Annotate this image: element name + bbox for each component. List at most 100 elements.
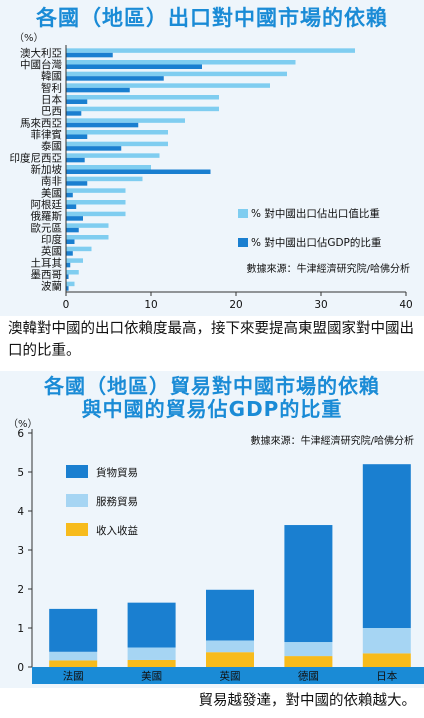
chart2-category-label: 德國 xyxy=(298,670,319,683)
chart1-bar-gdp-share xyxy=(66,111,82,116)
chart1-bar-gdp-share xyxy=(66,99,88,104)
chart2-bar-segment xyxy=(206,640,254,653)
chart2-y-tick-label: 1 xyxy=(17,623,24,635)
chart1-bar-gdp-share xyxy=(66,169,211,174)
chart1-bar-gdp-share xyxy=(66,286,69,291)
chart2-legend-swatch xyxy=(66,494,88,507)
chart1-category-label: 韓國 xyxy=(41,71,62,83)
chart1-category-label: 巴西 xyxy=(41,106,62,118)
chart2-legend-label: 收入收益 xyxy=(96,524,138,537)
chart1-bar-exports-share xyxy=(66,211,126,217)
chart1-bar-gdp-share xyxy=(66,64,202,69)
chart1-bar-exports-share xyxy=(66,246,92,252)
chart2-unit-label: （%） xyxy=(8,418,38,430)
chart1-category-label: 墨西哥 xyxy=(31,269,63,281)
chart2-bar-segment xyxy=(206,652,254,667)
chart2-category-label: 日本 xyxy=(376,670,397,683)
chart2-title-line1: 各國（地區）貿易對中國市場的依賴 xyxy=(44,374,380,398)
chart2-legend-label: 服務貿易 xyxy=(96,495,138,508)
chart2-bar-segment xyxy=(127,659,176,667)
chart1-category-label: 阿根廷 xyxy=(31,198,63,211)
chart2-category-label: 美國 xyxy=(141,670,162,683)
chart1-category-label: 新加坡 xyxy=(31,163,63,176)
chart1-category-label: 日本 xyxy=(41,93,62,106)
chart1-category-label: 土耳其 xyxy=(31,256,63,269)
chart2-y-tick-label: 3 xyxy=(17,545,24,557)
chart1-bar-gdp-share xyxy=(66,192,73,198)
chart1-bar-exports-share xyxy=(66,235,109,240)
chart1-category-label: 澳大利亞 xyxy=(20,46,62,59)
chart1-category-label: 美國 xyxy=(41,186,62,199)
chart1-category-label: 馬來西亞 xyxy=(20,117,62,129)
chart2-bar-segment xyxy=(284,642,333,657)
chart1-legend-label-exports: % 對中國出口佔出口值比重 xyxy=(251,207,380,220)
chart1-bar-exports-share xyxy=(66,71,287,77)
chart2-y-tick-label: 4 xyxy=(17,506,24,518)
chart1-category-label: 智利 xyxy=(41,81,62,94)
chart1-category-label: 泰國 xyxy=(41,140,62,153)
chart1-category-label: 英國 xyxy=(41,245,62,258)
chart2-bar-segment xyxy=(206,589,254,641)
chart2-y-tick-label: 6 xyxy=(17,428,24,440)
chart1-category-label: 印度尼西亞 xyxy=(10,151,63,164)
chart1-category-label: 菲律賓 xyxy=(31,128,63,141)
chart1-category-label: 印度 xyxy=(41,233,62,246)
chart2-legend-swatch xyxy=(66,465,88,478)
chart1-bar-gdp-share xyxy=(66,157,85,163)
chart1-bar-gdp-share xyxy=(66,204,77,209)
chart1-bar-gdp-share xyxy=(66,122,139,128)
chart1-unit-label: （%） xyxy=(14,32,44,44)
chart1-bar-gdp-share xyxy=(66,181,88,186)
chart2-bar-segment xyxy=(127,602,176,648)
chart1-x-tick-label: 40 xyxy=(399,299,412,311)
chart2-legend-swatch xyxy=(66,523,88,536)
chart1-legend-label-gdp: % 對中國出口佔GDP的比重 xyxy=(251,236,381,249)
chart1-bar-gdp-share xyxy=(66,76,164,81)
chart2-bar-segment xyxy=(49,608,98,652)
chart1-bar-exports-share xyxy=(66,200,126,205)
chart1-bar-exports-share xyxy=(66,130,168,135)
chart1-bar-exports-share xyxy=(66,83,270,88)
chart1-bar-gdp-share xyxy=(66,262,71,268)
chart1-category-label: 歐元區 xyxy=(31,221,63,234)
chart2-caption: 貿易越發達，對中國的依賴越大。 xyxy=(198,693,417,709)
chart1-category-label: 俄羅斯 xyxy=(31,210,63,223)
chart2-category-band xyxy=(32,667,424,684)
chart2-bar-segment xyxy=(362,464,411,628)
chart2-bar-segment xyxy=(284,656,333,667)
chart2-title-line2: 與中國的貿易佔GDP的比重 xyxy=(81,397,343,421)
chart2-legend-label: 貨物貿易 xyxy=(96,466,138,479)
chart2-y-tick-label: 5 xyxy=(17,467,24,479)
chart1-bar-gdp-share xyxy=(66,134,88,139)
chart1-bar-exports-share xyxy=(66,48,355,53)
export-dependency-chart-panel: 各國（地區）出口對中國市場的依賴 （%） 澳大利亞 中國台灣 韓國 智利 日本 巴西 馬來西亞… xyxy=(0,0,424,316)
chart2-source: 數據來源：牛津經濟研究院/哈佛分析 xyxy=(251,434,414,447)
chart1-bar-exports-share xyxy=(66,95,219,100)
chart1-x-tick-label: 0 xyxy=(63,299,70,311)
chart1-bar-exports-share xyxy=(66,165,151,170)
chart2-bar-segment xyxy=(284,525,333,643)
chart1-bar-exports-share xyxy=(66,60,296,65)
chart1-svg: （%） 澳大利亞中國台灣韓國智利日本巴西馬來西亞菲律賓泰國印度尼西亞新加坡南非美國… xyxy=(10,32,413,311)
chart1-bar-gdp-share xyxy=(66,251,73,256)
chart2-bar-segment xyxy=(49,651,98,661)
chart2-y-tick-label: 0 xyxy=(17,662,24,674)
chart2-bar-segment xyxy=(127,647,176,660)
chart1-category-label: 南非 xyxy=(41,175,62,188)
chart1-bar-exports-share xyxy=(66,153,160,158)
chart1-bar-exports-share xyxy=(66,118,185,123)
chart1-title: 各國（地區）出口對中國市場的依賴 xyxy=(36,6,388,30)
chart1-bar-gdp-share xyxy=(66,227,79,233)
chart2-category-label: 法國 xyxy=(63,670,84,683)
trade-dependency-chart-panel: 各國（地區）貿易對中國市場的依賴 與中國的貿易佔GDP的比重 （%） 數據來源：牛… xyxy=(0,371,424,688)
chart2-bar-segment xyxy=(362,628,411,654)
chart1-bar-exports-share xyxy=(66,141,168,147)
chart2-bar-segment xyxy=(362,653,411,667)
chart1-bar-gdp-share xyxy=(66,146,122,151)
chart1-x-tick-label: 30 xyxy=(314,299,327,311)
chart1-legend-swatch-exports xyxy=(238,209,248,218)
chart1-legend-swatch-gdp xyxy=(238,238,248,247)
chart1-bar-exports-share xyxy=(66,176,143,182)
chart1-bar-exports-share xyxy=(66,188,126,193)
chart1-category-label: 波蘭 xyxy=(41,280,62,293)
